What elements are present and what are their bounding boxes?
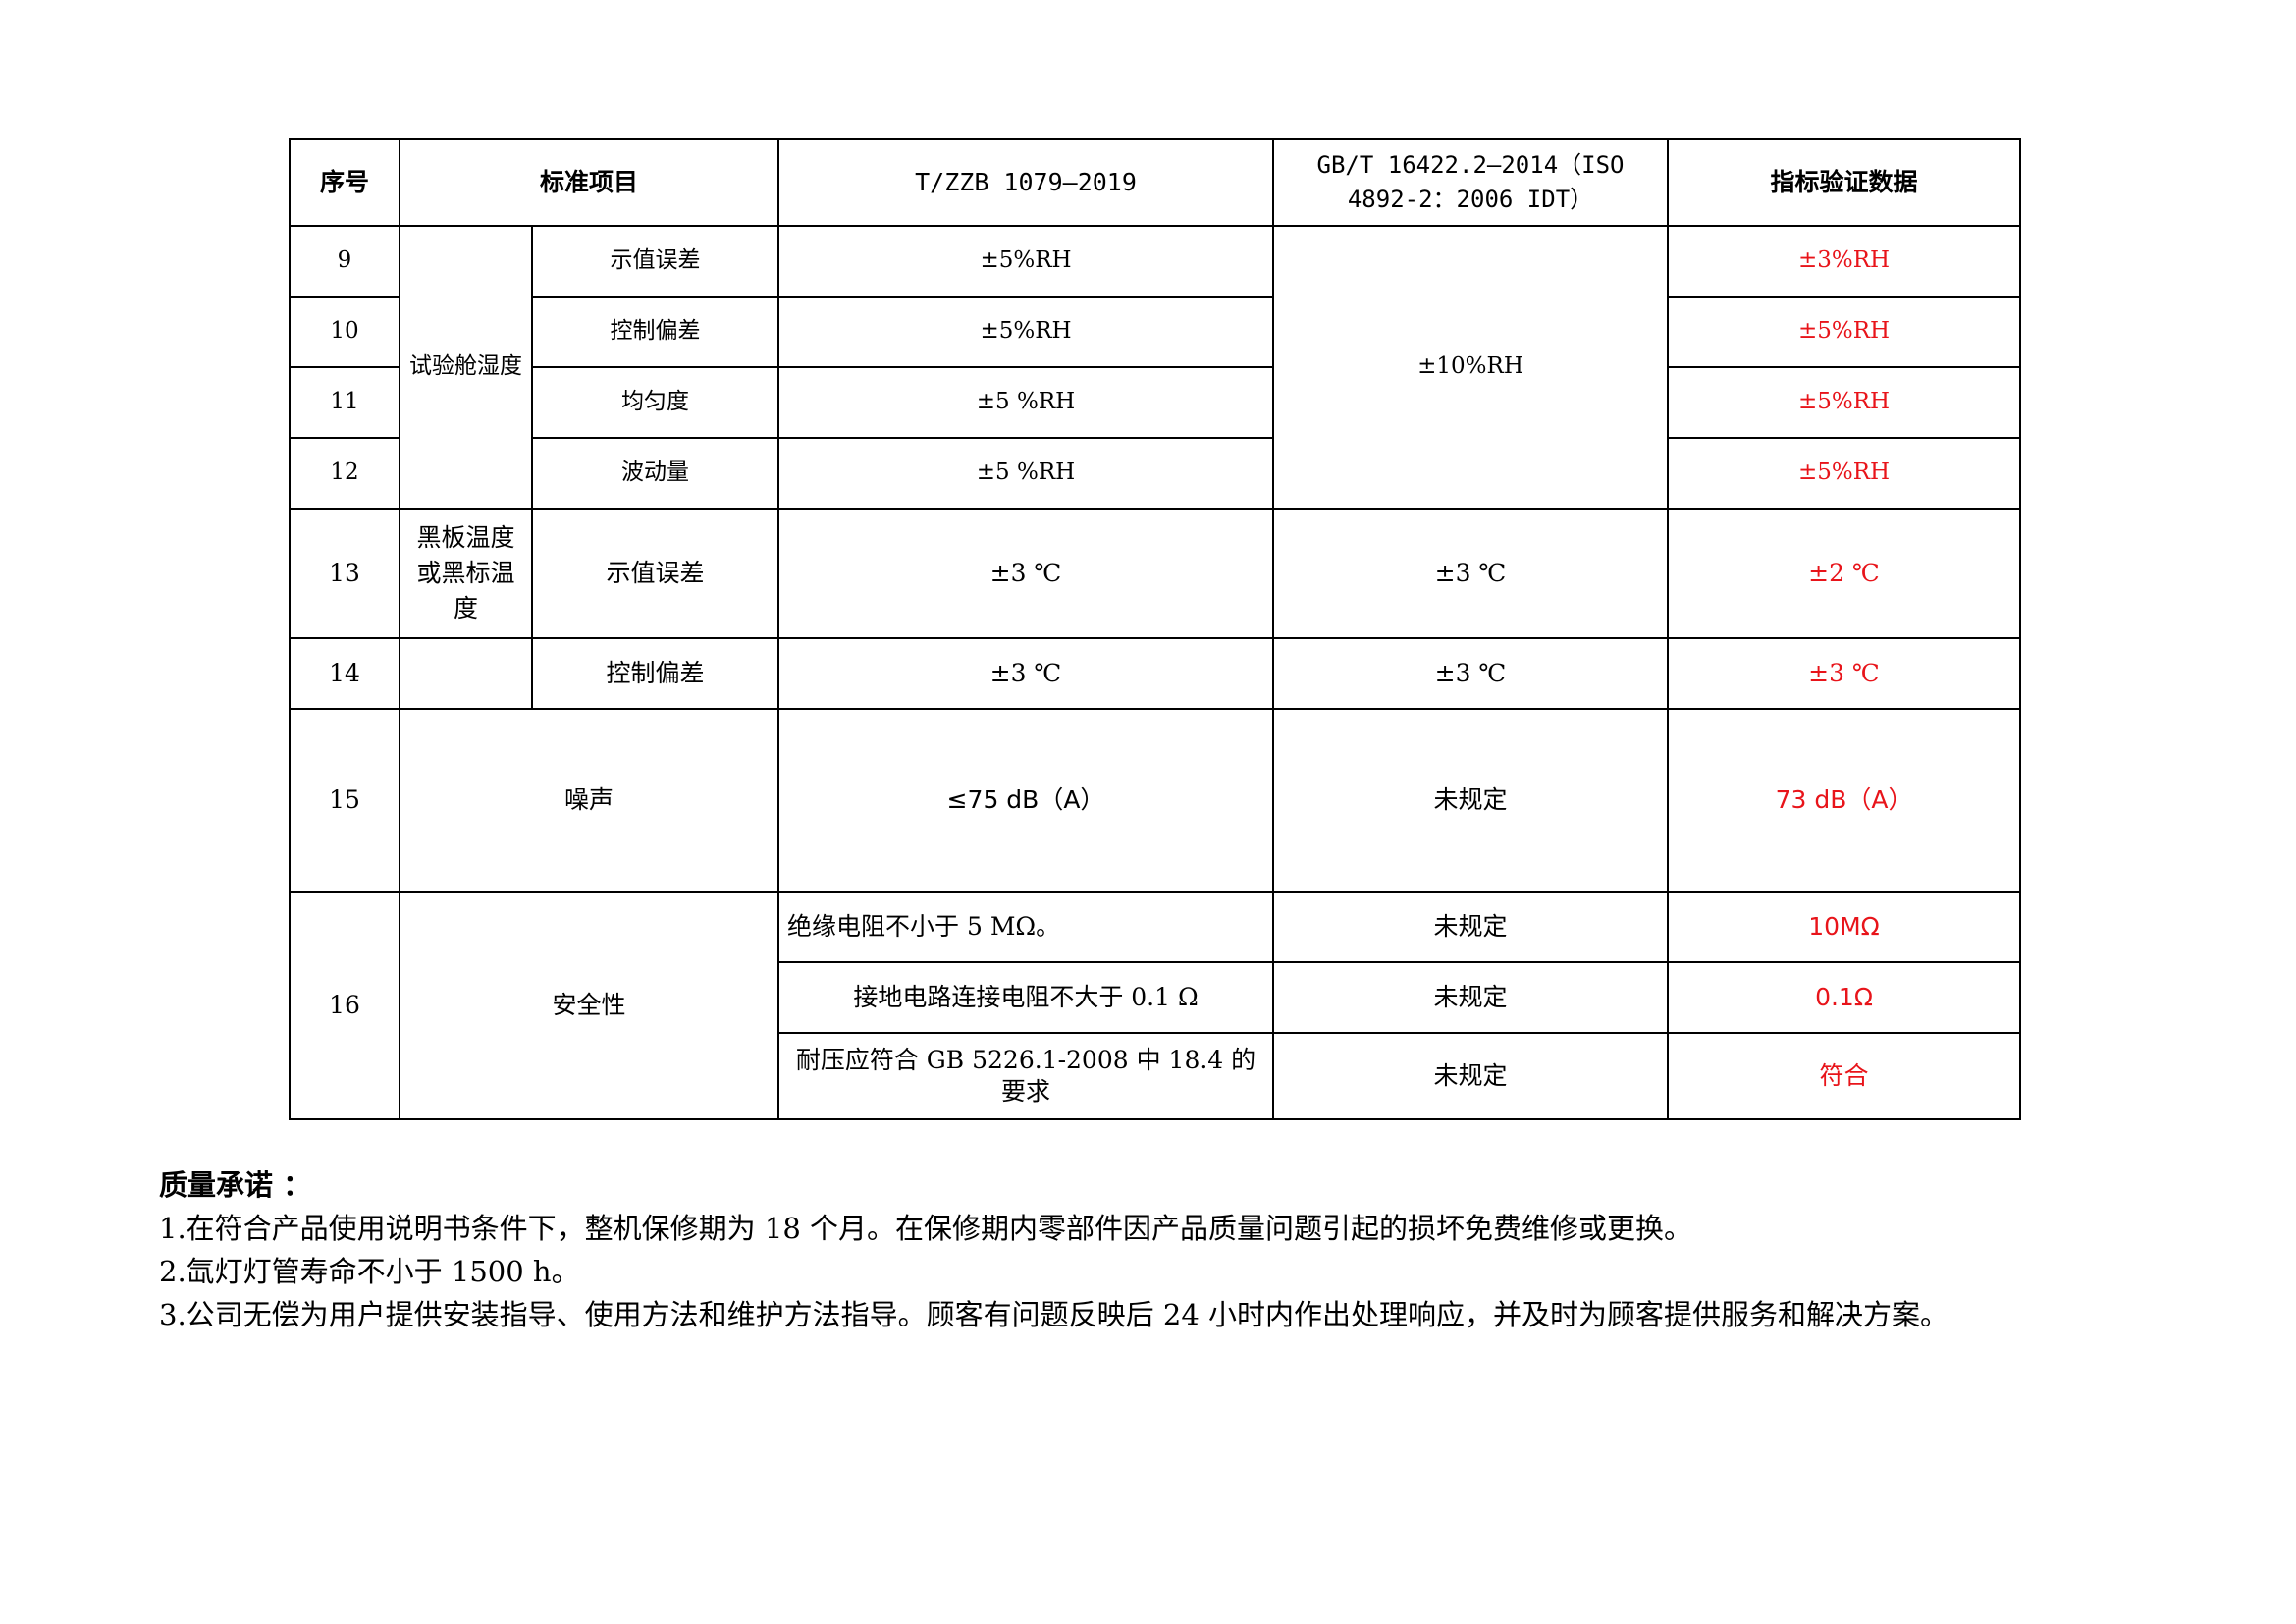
row-tzzb: ±3 ℃ bbox=[777, 508, 1275, 639]
row-tzzb: 绝缘电阻不小于 5 MΩ。 bbox=[777, 891, 1275, 963]
table-row: 14 控制偏差 ±3 ℃ ±3 ℃ ±3 ℃ bbox=[289, 637, 2022, 710]
table-row: 11 均匀度 ±5 %RH ±5%RH bbox=[289, 366, 2022, 439]
row-gb: 未规定 bbox=[1272, 708, 1670, 893]
group-label bbox=[399, 637, 533, 710]
row-tzzb: ≤75 dB（A） bbox=[777, 708, 1275, 893]
quality-commitment: 质量承诺 ： 1.在符合产品使用说明书条件下，整机保修期为 18 个月。在保修期… bbox=[159, 1164, 2171, 1336]
row-no: 14 bbox=[289, 637, 400, 710]
row-item: 波动量 bbox=[530, 437, 780, 510]
note-line: 2.氙灯灯管寿命不小于 1500 h。 bbox=[159, 1255, 580, 1288]
row-tzzb: ±5 %RH bbox=[777, 366, 1275, 439]
row-no: 9 bbox=[289, 225, 400, 298]
row-gb: 未规定 bbox=[1272, 961, 1670, 1034]
row-item: 控制偏差 bbox=[530, 637, 780, 710]
header-item: 标准项目 bbox=[398, 138, 780, 227]
table-row: 16 安全性 绝缘电阻不小于 5 MΩ。 未规定 10MΩ bbox=[289, 891, 2022, 1120]
row-no: 13 bbox=[289, 508, 400, 639]
row-tzzb: ±3 ℃ bbox=[777, 637, 1275, 710]
group-label: 试验舱湿度 bbox=[399, 225, 533, 510]
header-no: 序号 bbox=[289, 138, 400, 227]
table-row: 接地电路连接电阻不大于 0.1 Ω 未规定 0.1Ω bbox=[290, 961, 2022, 1034]
row-tzzb: ±5%RH bbox=[777, 225, 1275, 298]
row-no: 11 bbox=[289, 366, 400, 439]
table-row: 13 黑板温度或黑标温度 示值误差 ±3 ℃ ±3 ℃ ±2 ℃ bbox=[289, 508, 2022, 639]
row-gb: ±3 ℃ bbox=[1272, 637, 1670, 710]
row-no: 12 bbox=[289, 437, 400, 510]
notes-title: 质量承诺 ： bbox=[159, 1168, 312, 1202]
row-verify: 10MΩ bbox=[1667, 891, 2022, 963]
note-line: 3.公司无偿为用户提供安装指导、使用方法和维护方法指导。顾客有问题反映后 24 … bbox=[159, 1298, 1949, 1331]
header-tzzb: T/ZZB 1079—2019 bbox=[777, 138, 1275, 227]
header-row: 序号 标准项目 T/ZZB 1079—2019 GB/T 16422.2—201… bbox=[289, 138, 2022, 227]
row-item: 示值误差 bbox=[530, 508, 780, 639]
row-verify: 0.1Ω bbox=[1667, 961, 2022, 1034]
table-row: 9 试验舱湿度 示值误差 ±5%RH ±10%RH ±3%RH bbox=[289, 225, 2022, 510]
row-verify: ±5%RH bbox=[1667, 296, 2022, 368]
row-gb: ±10%RH bbox=[1272, 225, 1670, 510]
group-label: 黑板温度或黑标温度 bbox=[399, 508, 533, 639]
row-verify: 73 dB（A） bbox=[1667, 708, 2022, 893]
table-row: 耐压应符合 GB 5226.1-2008 中 18.4 的要求 未规定 符合 bbox=[290, 1032, 2022, 1120]
table-row: 10 控制偏差 ±5%RH ±5%RH bbox=[289, 296, 2022, 368]
row-no: 10 bbox=[289, 296, 400, 368]
row-verify: ±2 ℃ bbox=[1667, 508, 2022, 639]
row-gb: ±3 ℃ bbox=[1272, 508, 1670, 639]
row-verify: ±3 ℃ bbox=[1667, 637, 2022, 710]
row-item: 噪声 bbox=[398, 708, 780, 893]
spec-table: 序号 标准项目 T/ZZB 1079—2019 GB/T 16422.2—201… bbox=[289, 138, 2022, 1120]
row-verify: ±5%RH bbox=[1667, 437, 2022, 510]
row-verify: 符合 bbox=[1667, 1032, 2022, 1120]
row-item: 均匀度 bbox=[530, 366, 780, 439]
header-verify: 指标验证数据 bbox=[1667, 138, 2022, 227]
row-tzzb: ±5 %RH bbox=[777, 437, 1275, 510]
row-item: 安全性 bbox=[398, 891, 780, 1120]
table-row: 12 波动量 ±5 %RH ±5%RH bbox=[289, 437, 2022, 510]
table-row: 15 噪声 ≤75 dB（A） 未规定 73 dB（A） bbox=[289, 708, 2022, 893]
row-item: 控制偏差 bbox=[530, 296, 780, 368]
row-no: 15 bbox=[289, 708, 400, 893]
row-tzzb: 耐压应符合 GB 5226.1-2008 中 18.4 的要求 bbox=[777, 1032, 1275, 1120]
note-line: 1.在符合产品使用说明书条件下，整机保修期为 18 个月。在保修期内零部件因产品… bbox=[159, 1212, 1693, 1245]
row-verify: ±5%RH bbox=[1667, 366, 2022, 439]
header-gb: GB/T 16422.2—2014（ISO 4892-2：2006 IDT） bbox=[1272, 138, 1670, 227]
row-tzzb: 接地电路连接电阻不大于 0.1 Ω bbox=[777, 961, 1275, 1034]
row-item: 示值误差 bbox=[530, 225, 780, 298]
row-tzzb: ±5%RH bbox=[777, 296, 1275, 368]
row-gb: 未规定 bbox=[1272, 1032, 1670, 1120]
row-gb: 未规定 bbox=[1272, 891, 1670, 963]
row-verify: ±3%RH bbox=[1667, 225, 2022, 298]
row-no: 16 bbox=[289, 891, 400, 1120]
